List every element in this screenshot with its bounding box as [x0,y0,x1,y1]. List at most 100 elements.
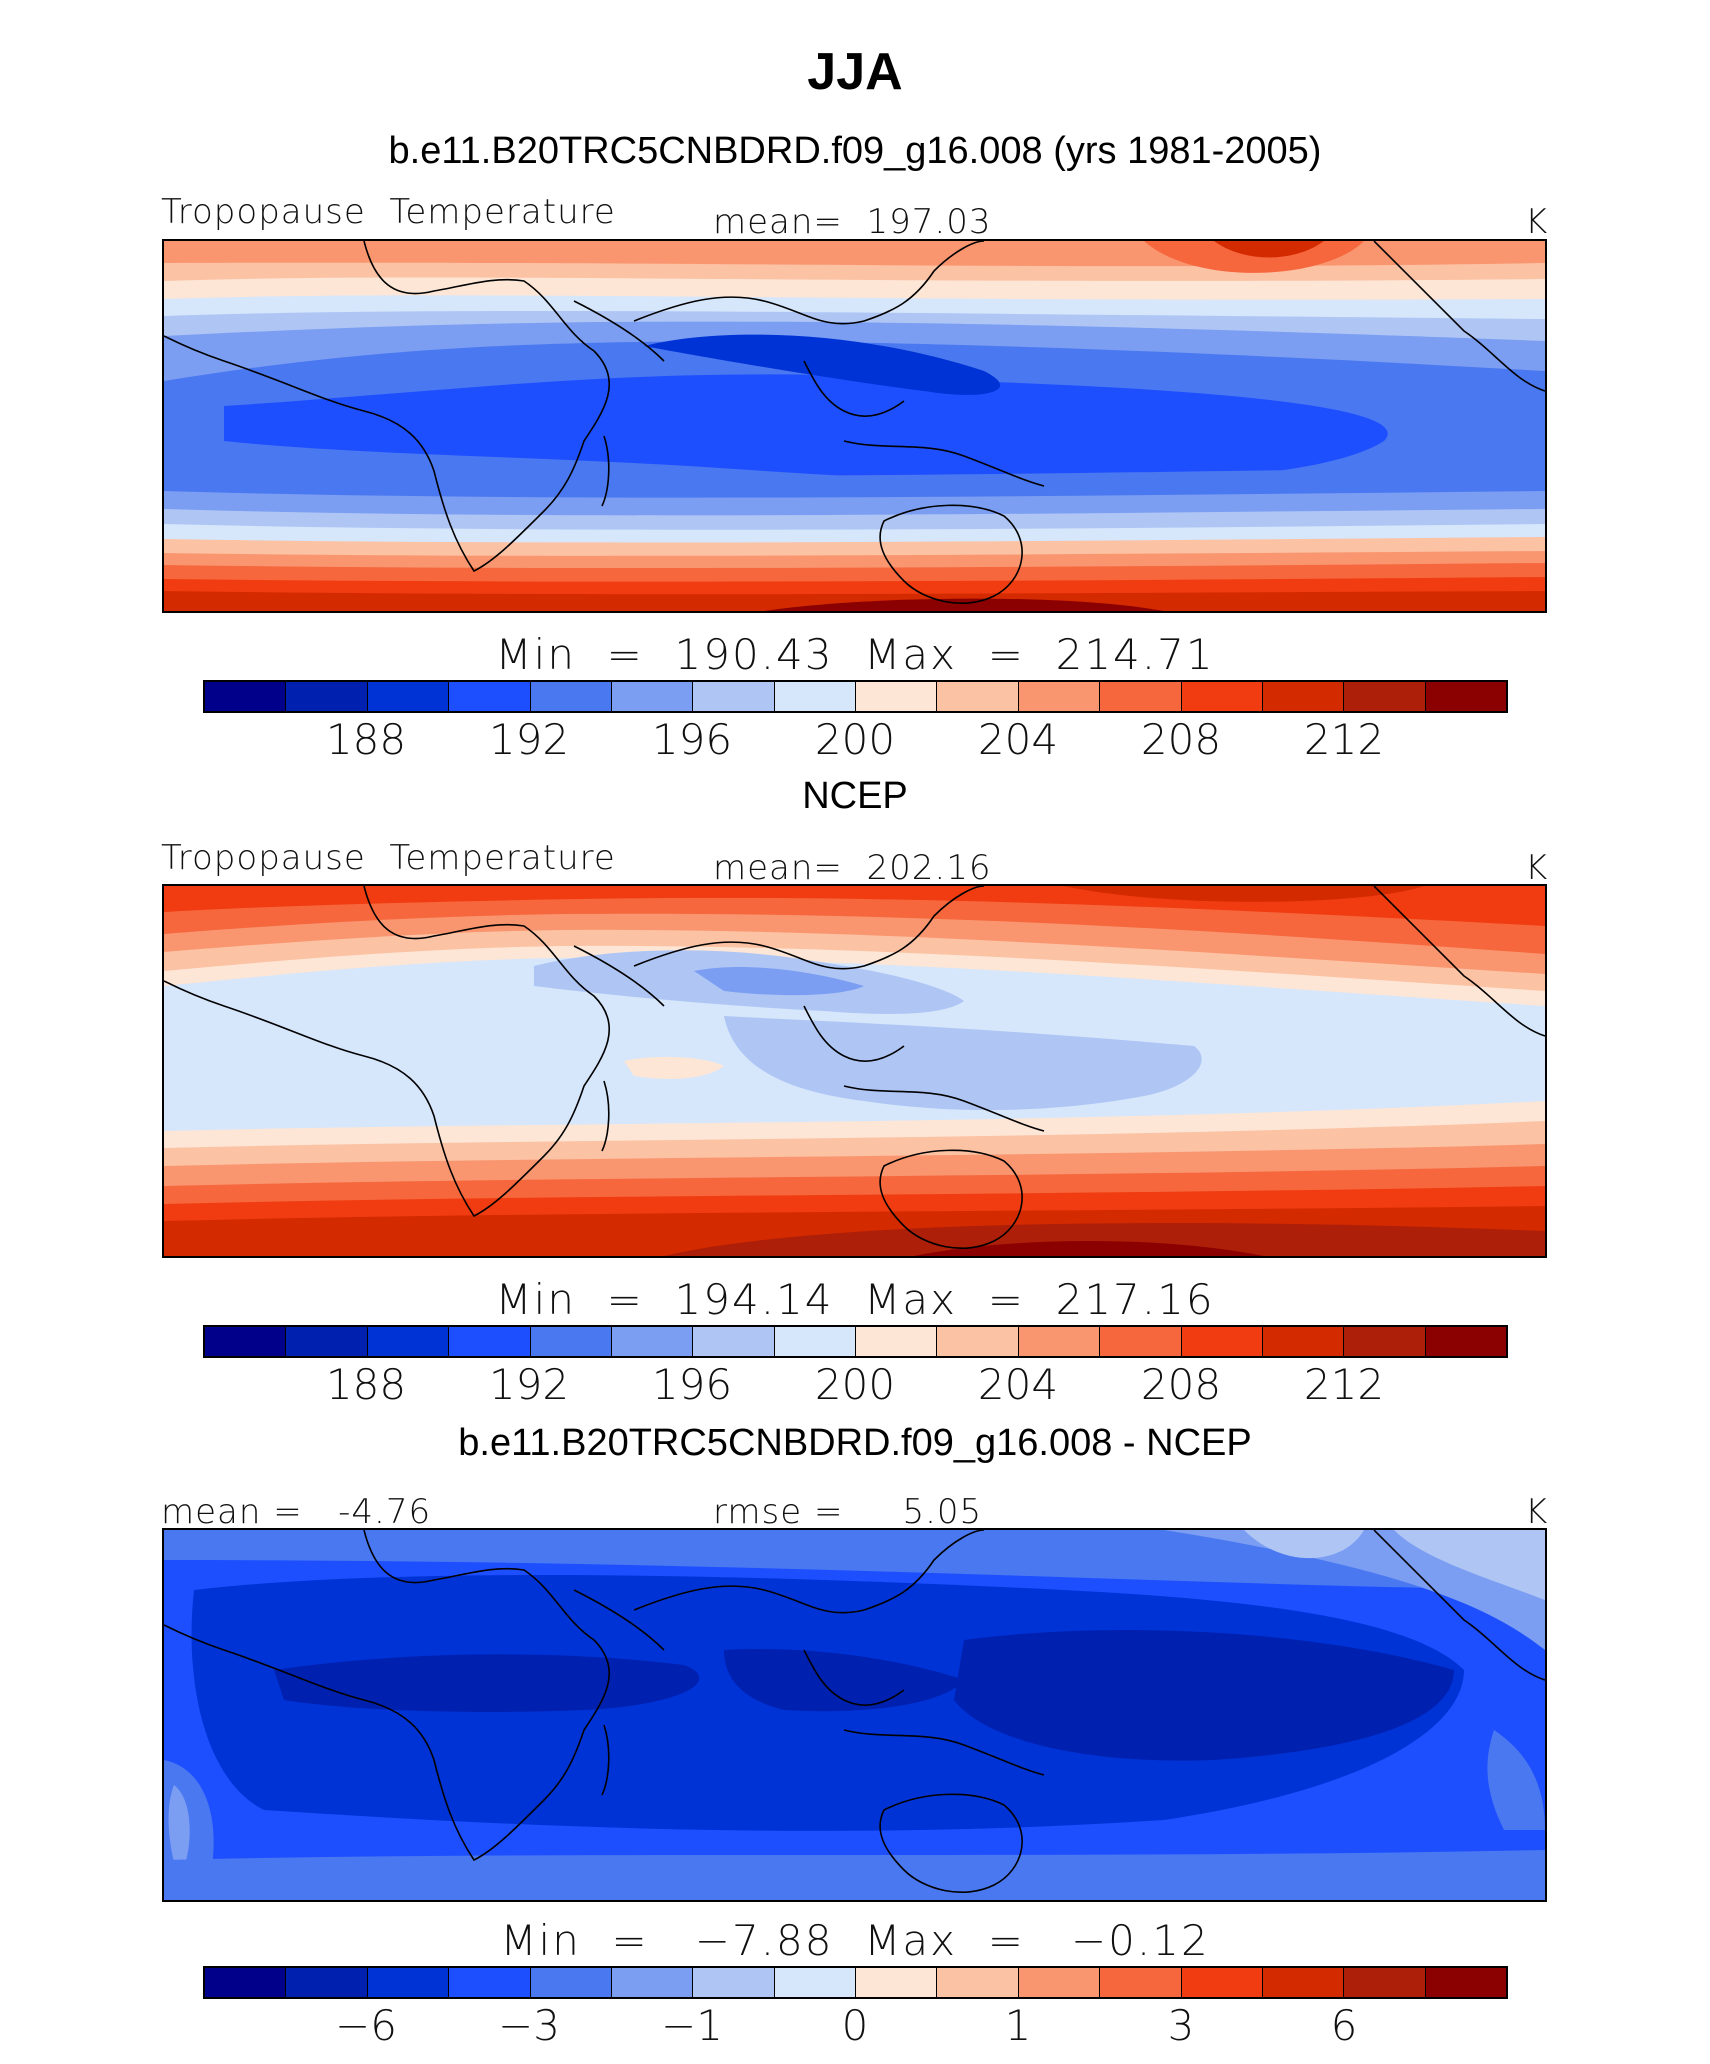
australia-coast [879,504,1023,604]
asia-coast [633,1530,985,1614]
colorbar-swatch [1425,682,1506,711]
colorbar-swatch [1344,1327,1426,1356]
panel-3-rmse-label: rmse = 5.05 [713,1492,983,1532]
colorbar-tick: 1 [1004,2001,1032,2050]
band [1487,1730,1545,1830]
colorbar-tick: −3 [498,2001,560,2050]
colorbar-tick: 212 [1303,1360,1385,1409]
band [914,1241,1264,1256]
panel-2-colorbar [203,1325,1508,1358]
asia-coast [633,241,985,325]
panel-1-colorbar [203,680,1508,713]
americas-coast [1373,1530,1545,1681]
band [1394,1530,1545,1600]
colorbar-swatch [1262,1327,1345,1356]
colorbar-swatch [1100,682,1182,711]
colorbar-swatch [774,682,856,711]
panel-3-title: b.e11.B20TRC5CNBDRD.f09_g16.008 - NCEP [458,1422,1252,1464]
colorbar-swatch [449,1968,531,1997]
indonesia [843,1729,1045,1776]
colorbar-tick: 208 [1140,1360,1222,1409]
colorbar-swatch [530,1327,612,1356]
coastlines [164,241,1545,604]
panel-2-map-svg [164,886,1545,1256]
colorbar-swatch [693,682,775,711]
colorbar-swatch [611,1327,694,1356]
colorbar-tick: 188 [325,1360,407,1409]
se-asia [803,360,905,417]
band [724,1016,1202,1111]
band [164,1850,1545,1900]
colorbar-tick: −1 [661,2001,723,2050]
band [164,591,1545,611]
colorbar-swatch [449,682,531,711]
colorbar-swatch [611,1968,694,1997]
band [954,1630,1454,1761]
panel-1-mean-label: mean= 197.03 [713,202,992,242]
panel-1-ticks: 188 192 196 200 204 208 212 [0,715,1710,765]
coastlines [164,886,1545,1249]
colorbar-tick: 6 [1330,2001,1358,2050]
colorbar-tick: 212 [1303,715,1385,764]
band [164,1530,1545,1590]
band [1064,886,1424,902]
colorbar-swatch [774,1327,856,1356]
band [694,966,864,996]
colorbar-tick: 200 [814,715,896,764]
colorbar-swatch [1425,1968,1506,1997]
colorbar-swatch [1344,1968,1426,1997]
colorbar-tick: 208 [1140,715,1222,764]
colorbar-tick: 196 [651,715,733,764]
panel-1-title: b.e11.B20TRC5CNBDRD.f09_g16.008 (yrs 198… [388,130,1322,172]
colorbar-tick: 204 [977,1360,1059,1409]
band [644,334,1001,395]
red-sea [573,1589,665,1651]
panel-3-colorbar [203,1966,1508,1999]
colorbar-tick: 192 [488,715,570,764]
panel-1-units: K [1525,202,1549,242]
africa-coast [164,241,611,573]
colorbar-tick: −6 [335,2001,397,2050]
colorbar-swatch [937,682,1019,711]
colorbar-swatch [1181,1327,1263,1356]
colorbar-swatch [693,1327,775,1356]
colorbar-swatch [1262,682,1345,711]
panel-2-variable-label: Tropopause Temperature [161,838,616,878]
madagascar [601,435,610,507]
colorbar-swatch [530,1968,612,1997]
australia-coast [879,1793,1023,1893]
colorbar-swatch [205,682,287,711]
colorbar-swatch [774,1968,856,1997]
indonesia [843,1085,1045,1132]
colorbar-swatch [693,1968,775,1997]
colorbar-swatch [611,682,694,711]
africa-coast [164,1530,611,1862]
colorbar-swatch [1100,1327,1182,1356]
panel-3-minmax: Min = −7.88 Max = −0.12 [500,1916,1210,1965]
africa-coast [164,886,611,1218]
colorbar-swatch [1262,1968,1345,1997]
americas-coast [1373,241,1545,392]
colorbar-swatch [367,682,450,711]
colorbar-swatch [856,682,938,711]
panel-3-units: K [1525,1492,1549,1532]
madagascar [601,1080,610,1152]
colorbar-swatch [449,1327,531,1356]
colorbar-swatch [286,1968,368,1997]
colorbar-swatch [856,1327,938,1356]
indonesia [843,440,1045,487]
colorbar-swatch [367,1968,450,1997]
colorbar-tick: 188 [325,715,407,764]
colorbar-swatch [205,1968,287,1997]
colorbar-swatch [1425,1327,1506,1356]
se-asia [803,1649,905,1706]
panel-1-map [162,239,1547,613]
colorbar-swatch [1100,1968,1182,1997]
panel-3-map-svg [164,1530,1545,1900]
madagascar [601,1724,610,1796]
band [1214,241,1324,258]
colorbar-swatch [1344,682,1426,711]
colorbar-swatch [1018,1327,1101,1356]
colorbar-swatch [937,1327,1019,1356]
panel-3-ticks: −6 −3 −1 0 1 3 6 [0,2001,1710,2051]
